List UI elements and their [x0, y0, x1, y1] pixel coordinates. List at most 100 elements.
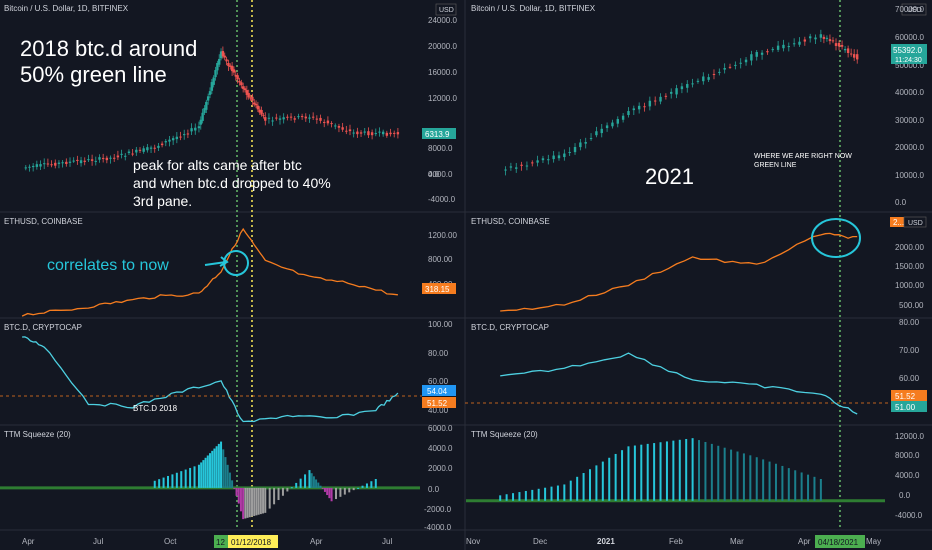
left-squeeze-bar	[242, 487, 245, 520]
left-btcd-ytick: 40.00	[428, 406, 449, 415]
left-btc-candle	[116, 155, 120, 158]
left-btc-candle	[315, 118, 319, 120]
left-btc-ytick: 20000.0	[428, 42, 457, 51]
left-btc-candle	[396, 132, 400, 135]
left-xtick: Jul	[93, 537, 103, 546]
right-btcd-ytick: 80.00	[899, 318, 920, 327]
left-btc-candle	[205, 101, 208, 110]
right-xtick: Mar	[730, 537, 744, 546]
right-btc-ytick: 10000.0	[895, 171, 924, 180]
left-squeeze-bar	[315, 479, 318, 488]
right-squeeze-bar	[608, 457, 611, 501]
left-btc-candle	[186, 133, 190, 135]
right-green-date-tag	[815, 535, 865, 548]
right-btc-price-tag	[891, 44, 927, 64]
right-squeeze-bar	[794, 470, 797, 501]
right-squeeze-bar	[499, 495, 502, 501]
left-green-date-tag	[214, 535, 228, 548]
annotations: 2018 btc.d around 50% green line peak fo…	[20, 36, 861, 413]
annotation-2021: 2021	[645, 164, 694, 189]
left-btc-candle	[260, 110, 263, 115]
left-squeeze-bar	[153, 480, 156, 488]
left-btc-candle	[35, 164, 39, 167]
left-btc-title: Bitcoin / U.S. Dollar, 1D, BITFINEX	[4, 4, 129, 13]
left-btc-candle	[219, 51, 223, 59]
left-btc-candle	[275, 117, 278, 119]
left-green-date-text: 12	[216, 538, 225, 547]
left-btc-candle	[240, 82, 243, 86]
left-btc-candle	[124, 155, 127, 157]
right-btcd-title: BTC.D, CRYPTOCAP	[471, 323, 549, 332]
right-squeeze-bar	[730, 449, 733, 501]
right-btc-candle	[766, 51, 769, 53]
left-btcd-orange-tag	[422, 397, 456, 408]
left-squeeze-bar	[224, 457, 227, 488]
left-squeeze-bar	[197, 464, 200, 488]
left-btcd-ytick: 60.00	[428, 377, 449, 386]
left-btc-candle	[113, 157, 116, 159]
right-btc-candle	[782, 44, 785, 49]
right-btc-candle	[595, 131, 598, 136]
right-btc-candle	[750, 54, 753, 61]
left-btc-ytick: 8000.0	[428, 144, 453, 153]
right-btc-candle	[825, 37, 829, 39]
annotation-left-circle	[223, 250, 249, 276]
right-squeeze-bar	[633, 445, 636, 501]
left-xtick: Oct	[164, 537, 177, 546]
left-btc-candle	[249, 97, 252, 99]
left-btc-candle	[236, 75, 239, 80]
right-squeeze-bar	[524, 490, 527, 501]
left-btc-price-text: 6313.9	[425, 130, 450, 139]
left-sq-ytick: 0.0	[428, 485, 440, 494]
left-btc-candle	[131, 153, 134, 155]
right-btc-ytick: 60000.0	[895, 33, 924, 42]
left-btc-ytick: 16000.0	[428, 68, 457, 77]
right-btc-candle	[837, 42, 841, 47]
right-btc-candle	[504, 169, 507, 171]
vertical-markers	[236, 0, 841, 530]
left-squeeze-bar	[357, 487, 360, 489]
left-btc-candle	[105, 157, 109, 161]
right-btc-candle	[605, 125, 609, 129]
annotation-right-circle	[811, 218, 861, 258]
right-sq-ytick: -4000.0	[895, 511, 923, 520]
left-btc-candle	[164, 141, 167, 143]
left-squeeze-bar	[257, 487, 260, 515]
right-btc-candle	[834, 43, 838, 46]
right-squeeze-bar	[518, 492, 521, 501]
right-squeeze-bar	[627, 446, 630, 501]
right-btc-candle	[755, 52, 758, 57]
left-btc-candle	[367, 131, 370, 136]
left-squeeze-bar	[209, 453, 211, 488]
left-btcd-blue-text: 54.04	[427, 387, 448, 396]
left-btc-candle	[171, 138, 175, 141]
right-btc-candle	[707, 77, 710, 80]
right-btc-ytick: 70000.0	[895, 5, 924, 14]
right-xtick: Nov	[466, 537, 480, 546]
left-btc-candle	[319, 117, 322, 121]
left-squeeze-bar	[361, 485, 364, 488]
left-btc-candle	[206, 96, 210, 101]
left-squeeze-bar	[335, 487, 337, 500]
left-squeeze-bar	[343, 487, 346, 495]
left-btc-candle	[24, 167, 27, 169]
left-btc-candle	[101, 157, 105, 159]
left-sq-ytick: -4000.0	[424, 523, 452, 532]
right-btcd-ytick: 70.00	[899, 346, 920, 355]
left-btc-candle	[238, 80, 241, 83]
right-btcd-orange-tag	[891, 390, 927, 401]
right-btc-candle	[584, 142, 587, 144]
left-btc-candle	[183, 134, 186, 136]
left-squeeze-bar	[268, 487, 271, 509]
left-squeeze-bar	[251, 487, 253, 517]
left-btc-candle	[234, 74, 237, 77]
right-btc-candle	[856, 54, 859, 60]
left-btc-candle	[278, 118, 282, 120]
right-squeeze-bar	[762, 459, 765, 501]
left-btc-candle	[345, 130, 348, 132]
left-eth-ytick: 800.00	[428, 255, 453, 264]
left-btc-candle	[282, 117, 285, 120]
annotation-correlates-arrowhead	[219, 256, 229, 267]
left-sq-ytick: 2000.0	[428, 464, 453, 473]
right-btc-candle	[798, 41, 801, 45]
